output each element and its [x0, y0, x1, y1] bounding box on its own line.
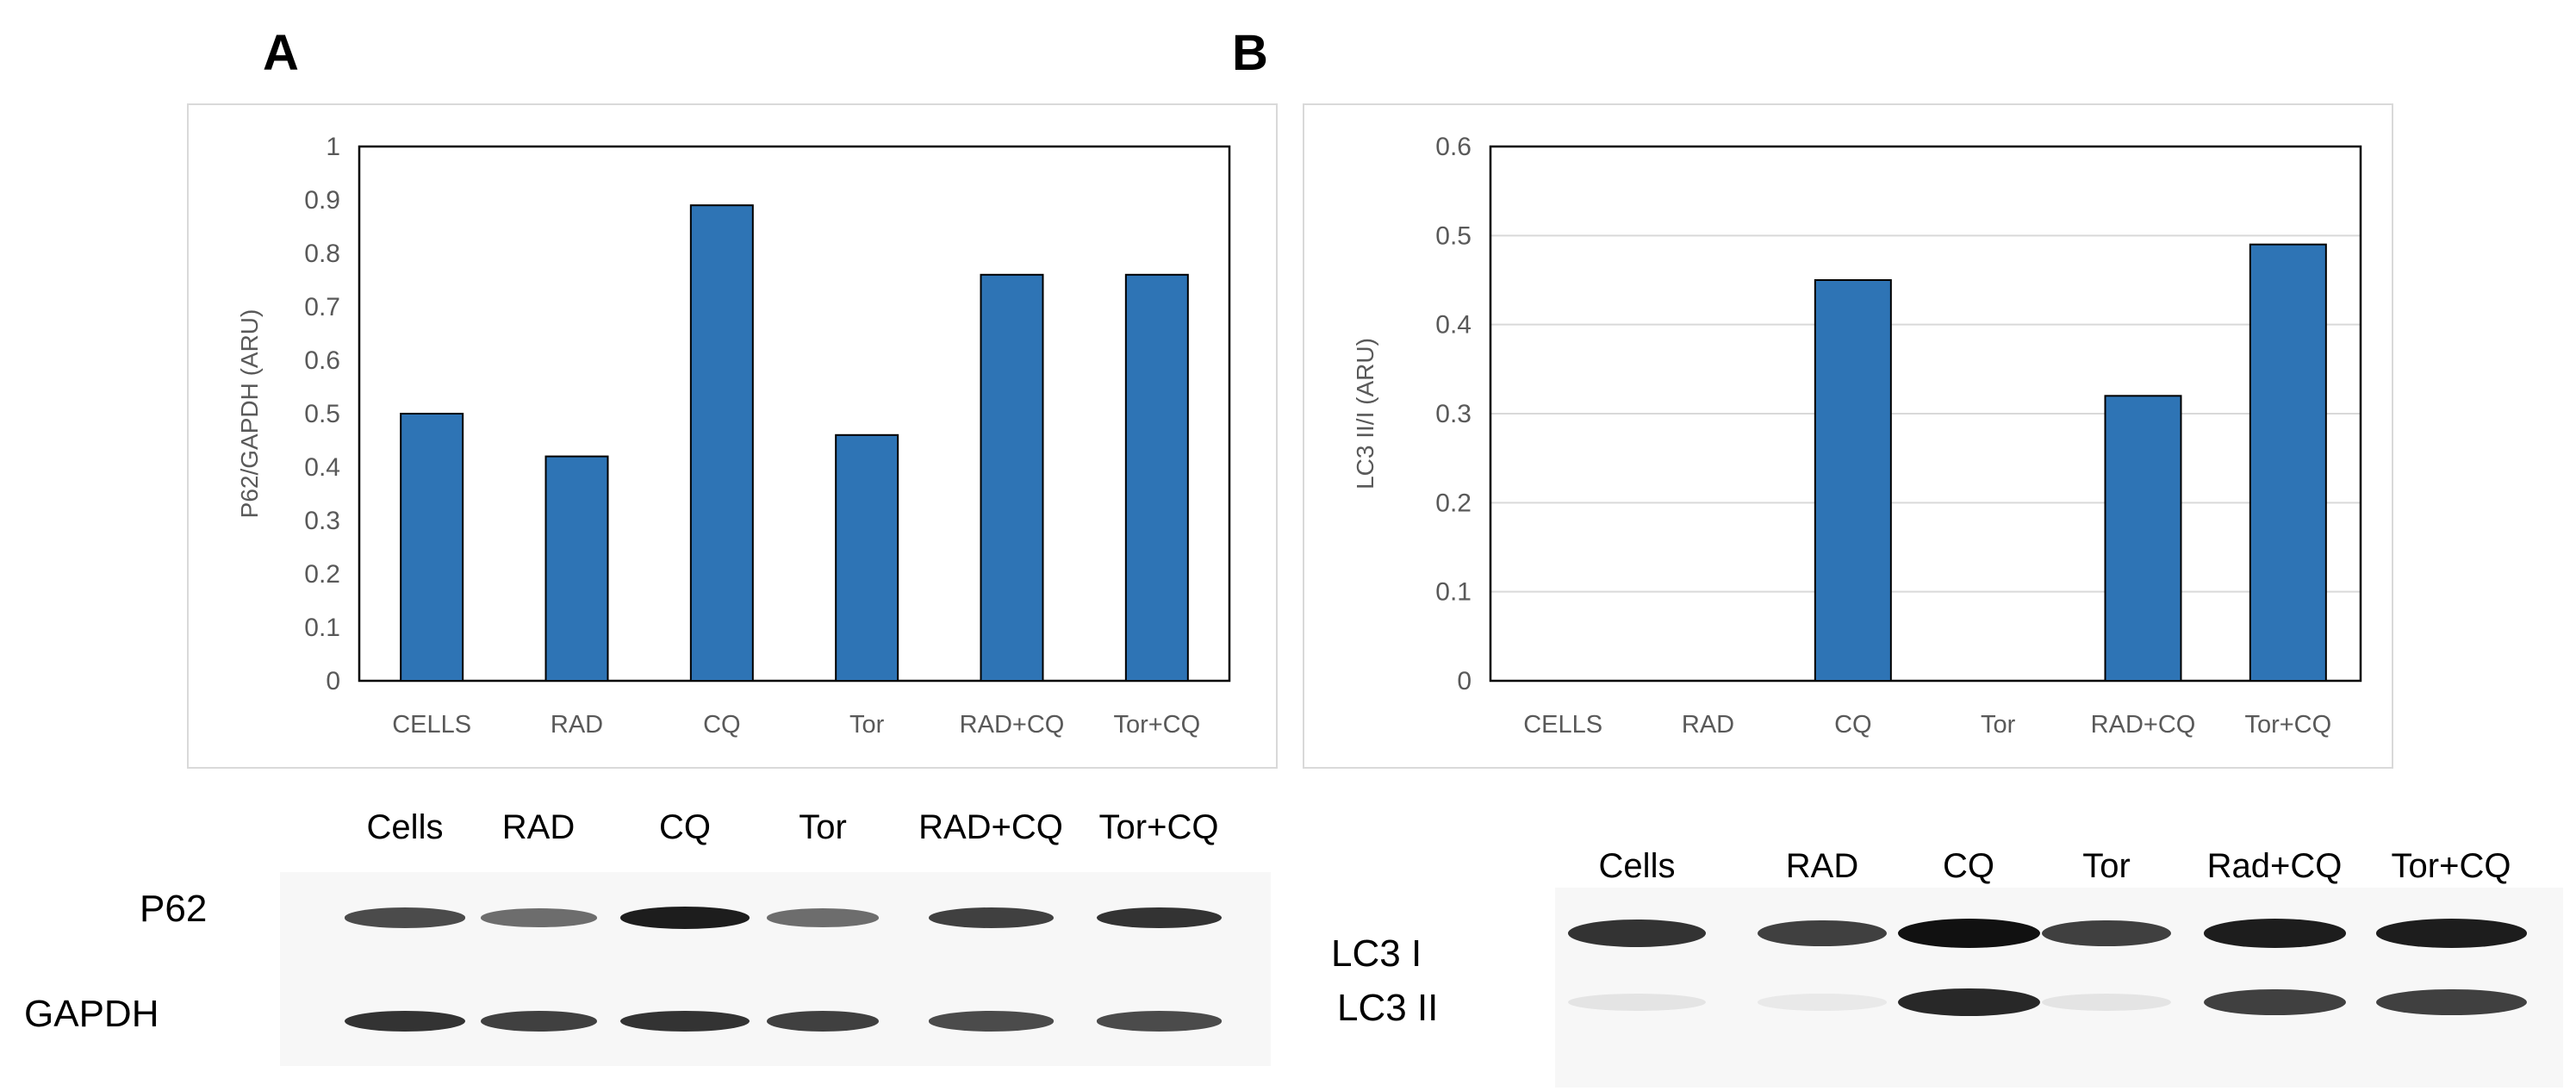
blot-a-band [480, 908, 597, 927]
chart-a-bar-3 [835, 433, 899, 682]
chart-a-ytick-label: 0.7 [304, 293, 340, 321]
chart-b-category-label: Tor+CQ [2244, 711, 2331, 739]
blot-a-band [928, 1011, 1054, 1032]
chart-a-bar-4 [980, 273, 1044, 683]
chart-a-frame: 0 0.1 0.2 0.3 0.4 0.5 0.6 0.7 0.8 0.9 1 P62/GAPDH (… [187, 103, 1278, 769]
blot-b-lane-label: Tor+CQ [2391, 847, 2511, 885]
blot-a-membrane [280, 872, 1271, 1066]
chart-a-category-label: RAD+CQ [960, 711, 1065, 739]
blot-a-band [1096, 1011, 1222, 1032]
chart-a-ytick-label: 0.6 [304, 346, 340, 375]
blot-a-band [620, 1010, 750, 1032]
blot-a-lane-label: RAD [501, 808, 576, 846]
blot-a-row-label: P62 [140, 888, 208, 930]
chart-a-ytick-label: 0.3 [304, 507, 340, 535]
chart-b-bar-4 [2104, 395, 2182, 682]
chart-b-category-label: CQ [1834, 711, 1872, 739]
blot-a-lane-label: Tor [799, 808, 847, 846]
chart-b-category-label: RAD [1682, 711, 1734, 739]
blot-b-band [1568, 920, 1706, 947]
blot-a-band [1096, 907, 1222, 929]
chart-b-frame: 0 0.1 0.2 0.3 0.4 0.5 0.6 LC3 II/I (ARU) CELLS RA… [1303, 103, 2393, 769]
chart-b-category-label: RAD+CQ [2091, 711, 2196, 739]
chart-a-plot-area [358, 145, 1231, 683]
chart-a-ytick-label: 0.5 [304, 400, 340, 428]
chart-a-category-label: Tor [849, 711, 885, 739]
blot-b-band [1568, 994, 1706, 1011]
chart-a-ytick-label: 1 [326, 133, 340, 161]
blot-b-membrane [1555, 888, 2563, 1088]
blot-b-band [2203, 988, 2346, 1016]
blot-b-lane-label: Rad+CQ [2206, 847, 2343, 885]
blot-a-band [767, 1011, 879, 1032]
blot-a-band [480, 1011, 597, 1032]
blot-a-band [345, 1010, 465, 1032]
chart-a-ytick-label: 0.2 [304, 560, 340, 589]
blot-a-lane-label: RAD+CQ [918, 808, 1063, 846]
chart-a-ytick-label: 0.4 [304, 453, 340, 482]
blot-b-band [1758, 994, 1887, 1011]
chart-a-category-label: CQ [703, 711, 741, 739]
chart-a-category-label: RAD [551, 711, 603, 739]
chart-b-ytick-label: 0.2 [1435, 489, 1472, 517]
panel-letter-b: B [1232, 25, 1268, 81]
blot-a-band [928, 907, 1054, 928]
blot-a-lane-label: Tor+CQ [1098, 808, 1219, 846]
chart-a-category-label: Tor+CQ [1113, 711, 1200, 739]
chart-b-category-label: Tor [1981, 711, 2016, 739]
blot-b-lane-label: Cells [1598, 847, 1676, 885]
chart-b-ytick-label: 0 [1457, 667, 1472, 695]
chart-a: 0 0.1 0.2 0.3 0.4 0.5 0.6 0.7 0.8 0.9 1 P62/GAPDH (… [236, 133, 1231, 739]
panel-letter-a: A [263, 25, 299, 81]
chart-b: 0 0.1 0.2 0.3 0.4 0.5 0.6 LC3 II/I (ARU) CELLS RA… [1352, 133, 2362, 739]
blot-b-band [2203, 919, 2346, 948]
blot-a-band [345, 907, 465, 928]
blot-b-band [2042, 920, 2171, 947]
chart-b-plot-area [1489, 145, 2362, 683]
chart-b-ylabel: LC3 II/I (ARU) [1352, 338, 1378, 489]
blot-b-lane-label: Tor [2082, 847, 2131, 885]
blot-a-band [767, 908, 879, 927]
chart-a-ytick-label: 0.1 [304, 614, 340, 642]
chart-a-bar-1 [544, 455, 609, 682]
blot-b-band [1897, 919, 2040, 948]
blot-b-band [2375, 988, 2527, 1016]
chart-a-bar-5 [1124, 273, 1189, 683]
chart-b-category-label: CELLS [1523, 711, 1602, 739]
chart-a-ytick-label: 0.8 [304, 240, 340, 268]
blot-a-band [620, 907, 750, 929]
blot-b-row-label: LC3 II [1337, 987, 1439, 1029]
blot-b-band [2375, 919, 2527, 948]
blot-b-band [1758, 920, 1887, 947]
blot-a-lane-label: Cells [366, 808, 444, 846]
chart-a-bar-0 [400, 413, 464, 682]
blot-b-band [1897, 988, 2040, 1017]
chart-b-ytick-label: 0.4 [1435, 311, 1472, 340]
chart-b-bar-5 [2249, 243, 2327, 683]
blot-a-lane-label: CQ [659, 808, 711, 846]
chart-a-ylabel: P62/GAPDH (ARU) [236, 309, 263, 519]
blot-b-band [2042, 994, 2171, 1011]
chart-b-ytick-label: 0.3 [1435, 400, 1472, 428]
chart-b-ytick-label: 0.5 [1435, 221, 1472, 250]
chart-b-ytick-label: 0.1 [1435, 578, 1472, 607]
chart-a-category-label: CELLS [392, 711, 471, 739]
blot-b-lane-label: CQ [1943, 847, 1994, 885]
chart-b-bar-2 [1814, 279, 1892, 682]
chart-b-ytick-label: 0.6 [1435, 133, 1472, 161]
chart-a-ytick-label: 0 [326, 667, 340, 695]
blot-b-row-label: LC3 I [1331, 932, 1422, 975]
blot-b-lane-label: RAD [1785, 847, 1859, 885]
chart-a-ytick-label: 0.9 [304, 186, 340, 215]
blot-a-row-label: GAPDH [24, 993, 159, 1035]
chart-a-bar-2 [689, 204, 754, 682]
